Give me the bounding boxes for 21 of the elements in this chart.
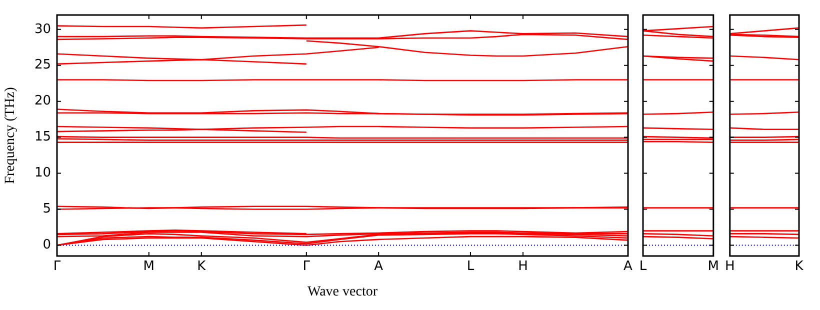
x-axis-title: Wave vector [308, 284, 378, 300]
x-tick-label: H [724, 259, 735, 274]
x-tick-label: A [374, 259, 384, 274]
x-tick-label: K [794, 259, 804, 274]
x-tick-label: L [466, 259, 475, 274]
y-tick-label: 0 [42, 238, 51, 253]
y-tick-label: 30 [34, 22, 51, 37]
x-tick-label: H [518, 259, 528, 274]
y-axis-title: Frequency (THz) [3, 86, 18, 184]
y-tick-label: 15 [34, 130, 51, 145]
x-tick-label: Γ [302, 259, 311, 274]
y-tick-label: 5 [42, 202, 51, 217]
x-tick-label: Γ [53, 259, 62, 274]
y-tick-label: 20 [34, 94, 51, 109]
x-tick-label: M [143, 259, 154, 274]
y-tick-label: 10 [34, 166, 51, 181]
y-tick-label: 25 [34, 58, 51, 73]
x-tick-label: M [708, 259, 719, 274]
x-tick-label: L [639, 259, 648, 274]
x-tick-label: K [197, 259, 206, 274]
x-tick-label: A [624, 259, 633, 274]
